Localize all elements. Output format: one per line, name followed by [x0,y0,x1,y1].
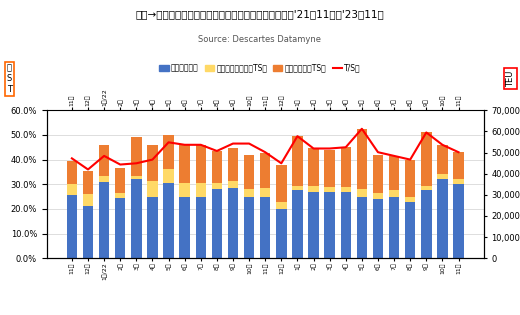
Bar [147,197,158,258]
Bar [67,161,77,184]
Bar [228,180,238,188]
Bar [308,186,319,192]
Bar [196,183,206,197]
Bar [389,156,399,191]
Bar [179,183,190,197]
Bar [83,194,93,207]
Text: TEU: TEU [506,71,515,87]
Bar [212,189,222,258]
Bar [292,136,303,186]
Bar [453,184,464,258]
Bar [115,198,125,258]
Bar [389,197,399,258]
Bar [212,183,222,189]
Bar [373,155,383,193]
Bar [324,187,335,192]
Bar [163,135,174,169]
Bar [244,197,254,258]
Bar [83,171,93,194]
Bar [324,192,335,258]
Bar [115,193,125,198]
Text: Source: Descartes Datamyne: Source: Descartes Datamyne [199,35,321,44]
Bar [147,180,158,197]
Bar [341,192,351,258]
Bar [131,137,141,176]
Bar [421,191,432,258]
Text: 日本→米国海上コンテナ貨物量推移日本荷受地ベース　'21年11月～'23年11月: 日本→米国海上コンテナ貨物量推移日本荷受地ベース '21年11月～'23年11月 [136,9,384,20]
Bar [99,145,109,176]
Bar [260,153,270,188]
Bar [421,186,432,191]
Bar [308,148,319,186]
Bar [244,155,254,189]
Bar [357,189,367,197]
Legend: 日本発運航分, 日本受け韓国以外TS分, 日本受け韓国TS分, T/S率: 日本発運航分, 日本受け韓国以外TS分, 日本受け韓国TS分, T/S率 [157,60,363,76]
Bar [421,132,432,186]
Bar [67,195,77,258]
Bar [163,183,174,258]
Bar [67,184,77,195]
Bar [276,164,287,202]
Bar [196,197,206,258]
Bar [437,145,448,175]
Bar [228,188,238,258]
Bar [341,147,351,187]
Bar [276,209,287,258]
Bar [373,199,383,258]
Bar [292,186,303,191]
Bar [324,150,335,187]
Bar [357,129,367,189]
Bar [83,207,93,258]
Bar [373,193,383,199]
Bar [131,176,141,179]
Bar [453,152,464,179]
Bar [179,145,190,183]
Bar [276,202,287,209]
Bar [292,191,303,258]
Bar [244,189,254,197]
Bar [196,145,206,183]
Bar [99,182,109,258]
Bar [260,188,270,197]
Bar [228,148,238,180]
Bar [131,179,141,258]
Text: 率
S
T: 率 S T [7,64,12,94]
Bar [437,179,448,258]
Bar [341,187,351,192]
Bar [357,197,367,258]
Bar [453,179,464,184]
Bar [405,202,415,258]
Bar [115,168,125,193]
Bar [437,175,448,179]
Bar [405,197,415,202]
Bar [260,197,270,258]
Bar [147,145,158,180]
Bar [212,151,222,183]
Bar [308,192,319,258]
Bar [405,160,415,197]
Bar [389,191,399,197]
Bar [99,176,109,182]
Bar [163,169,174,183]
Bar [179,197,190,258]
